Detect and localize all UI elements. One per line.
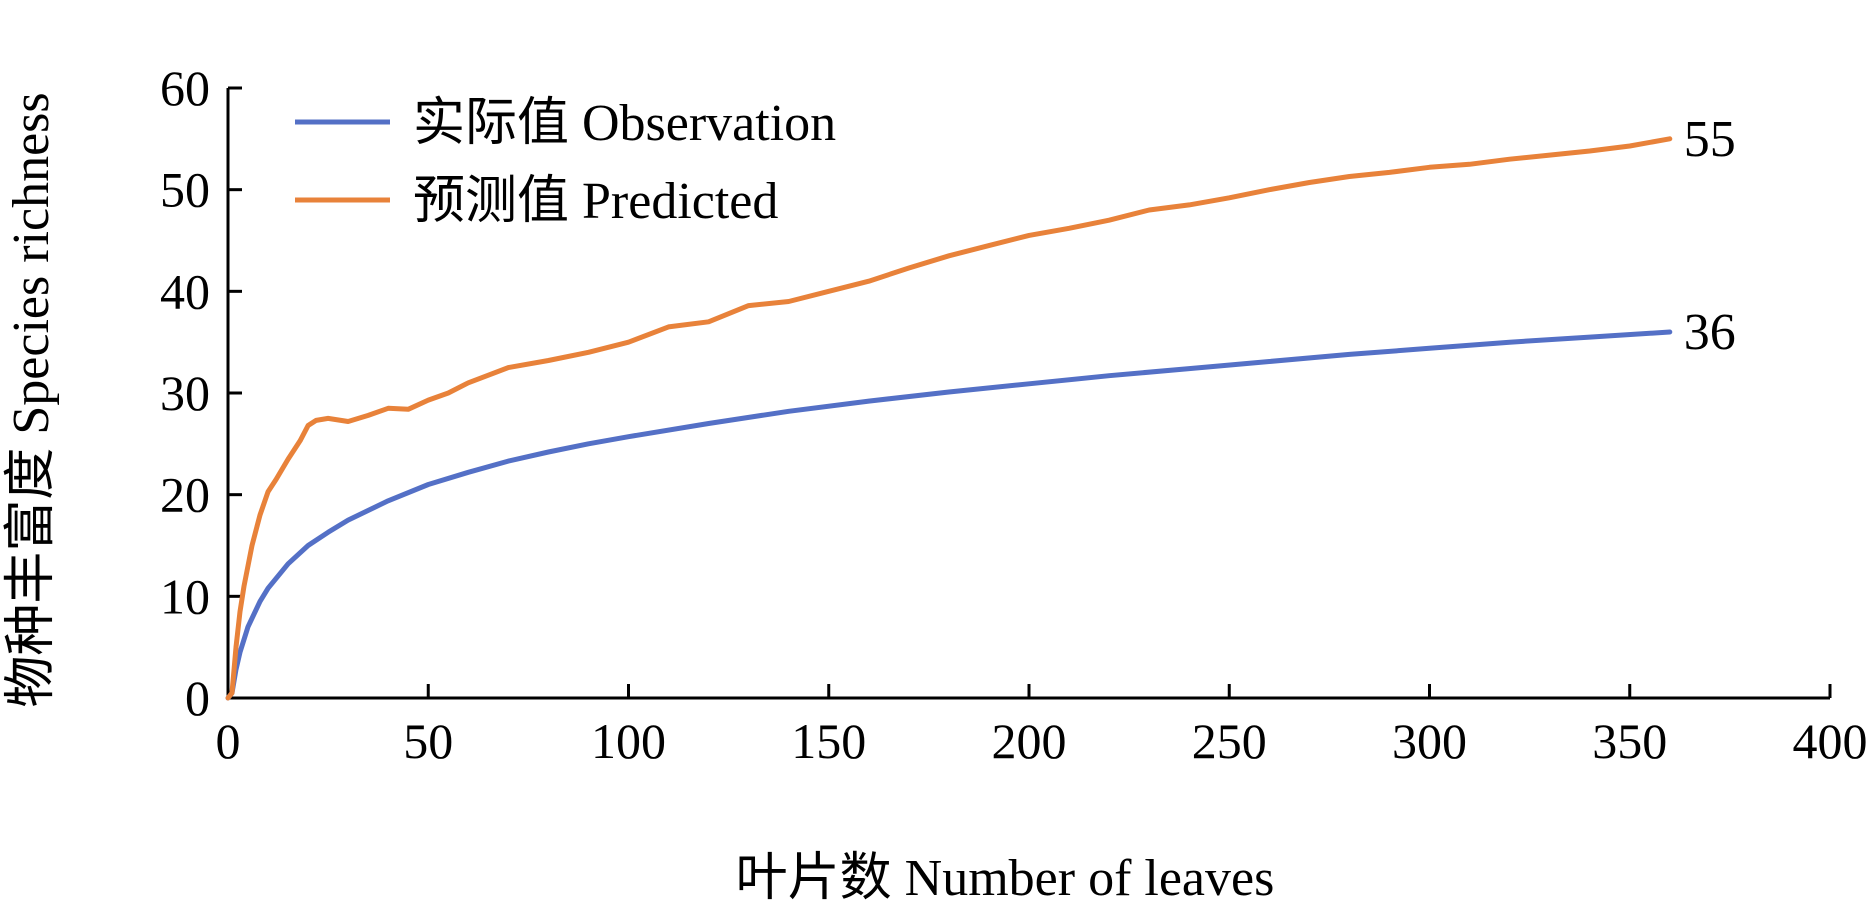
x-tick-label: 100 bbox=[591, 713, 666, 769]
x-tick-label: 200 bbox=[992, 713, 1067, 769]
x-tick-label: 350 bbox=[1592, 713, 1667, 769]
x-tick-label: 50 bbox=[403, 713, 453, 769]
x-tick-label: 0 bbox=[216, 713, 241, 769]
x-axis-title: 叶片数 Number of leaves bbox=[736, 850, 1275, 907]
x-tick-label: 400 bbox=[1793, 713, 1868, 769]
legend-label: 实际值 Observation bbox=[413, 95, 836, 152]
y-axis-title: 物种丰富度 Species richness bbox=[3, 92, 60, 707]
series-line-observation bbox=[225, 329, 1673, 701]
x-tick-label: 300 bbox=[1392, 713, 1467, 769]
y-tick-label: 60 bbox=[160, 60, 210, 116]
x-tick-label: 250 bbox=[1192, 713, 1267, 769]
end-labels: 36 55 bbox=[1684, 111, 1736, 361]
end-label-observation: 36 bbox=[1684, 304, 1736, 361]
y-tick-label: 30 bbox=[160, 365, 210, 421]
y-tick-label: 50 bbox=[160, 162, 210, 218]
y-tick-label: 0 bbox=[185, 670, 210, 726]
y-tick-label: 20 bbox=[160, 467, 210, 523]
y-tick-label: 40 bbox=[160, 263, 210, 319]
y-ticks: 0 10 20 30 40 50 60 bbox=[160, 60, 242, 726]
end-label-predicted: 55 bbox=[1684, 111, 1736, 168]
x-ticks: 0 50 100 150 200 250 300 350 400 bbox=[216, 684, 1868, 769]
x-tick-label: 150 bbox=[791, 713, 866, 769]
series-layer bbox=[225, 136, 1673, 701]
y-tick-label: 10 bbox=[160, 568, 210, 624]
legend: 实际值 Observation 预测值 Predicted bbox=[295, 95, 836, 230]
legend-label: 预测值 Predicted bbox=[413, 173, 778, 230]
series-line-predicted bbox=[225, 136, 1673, 701]
